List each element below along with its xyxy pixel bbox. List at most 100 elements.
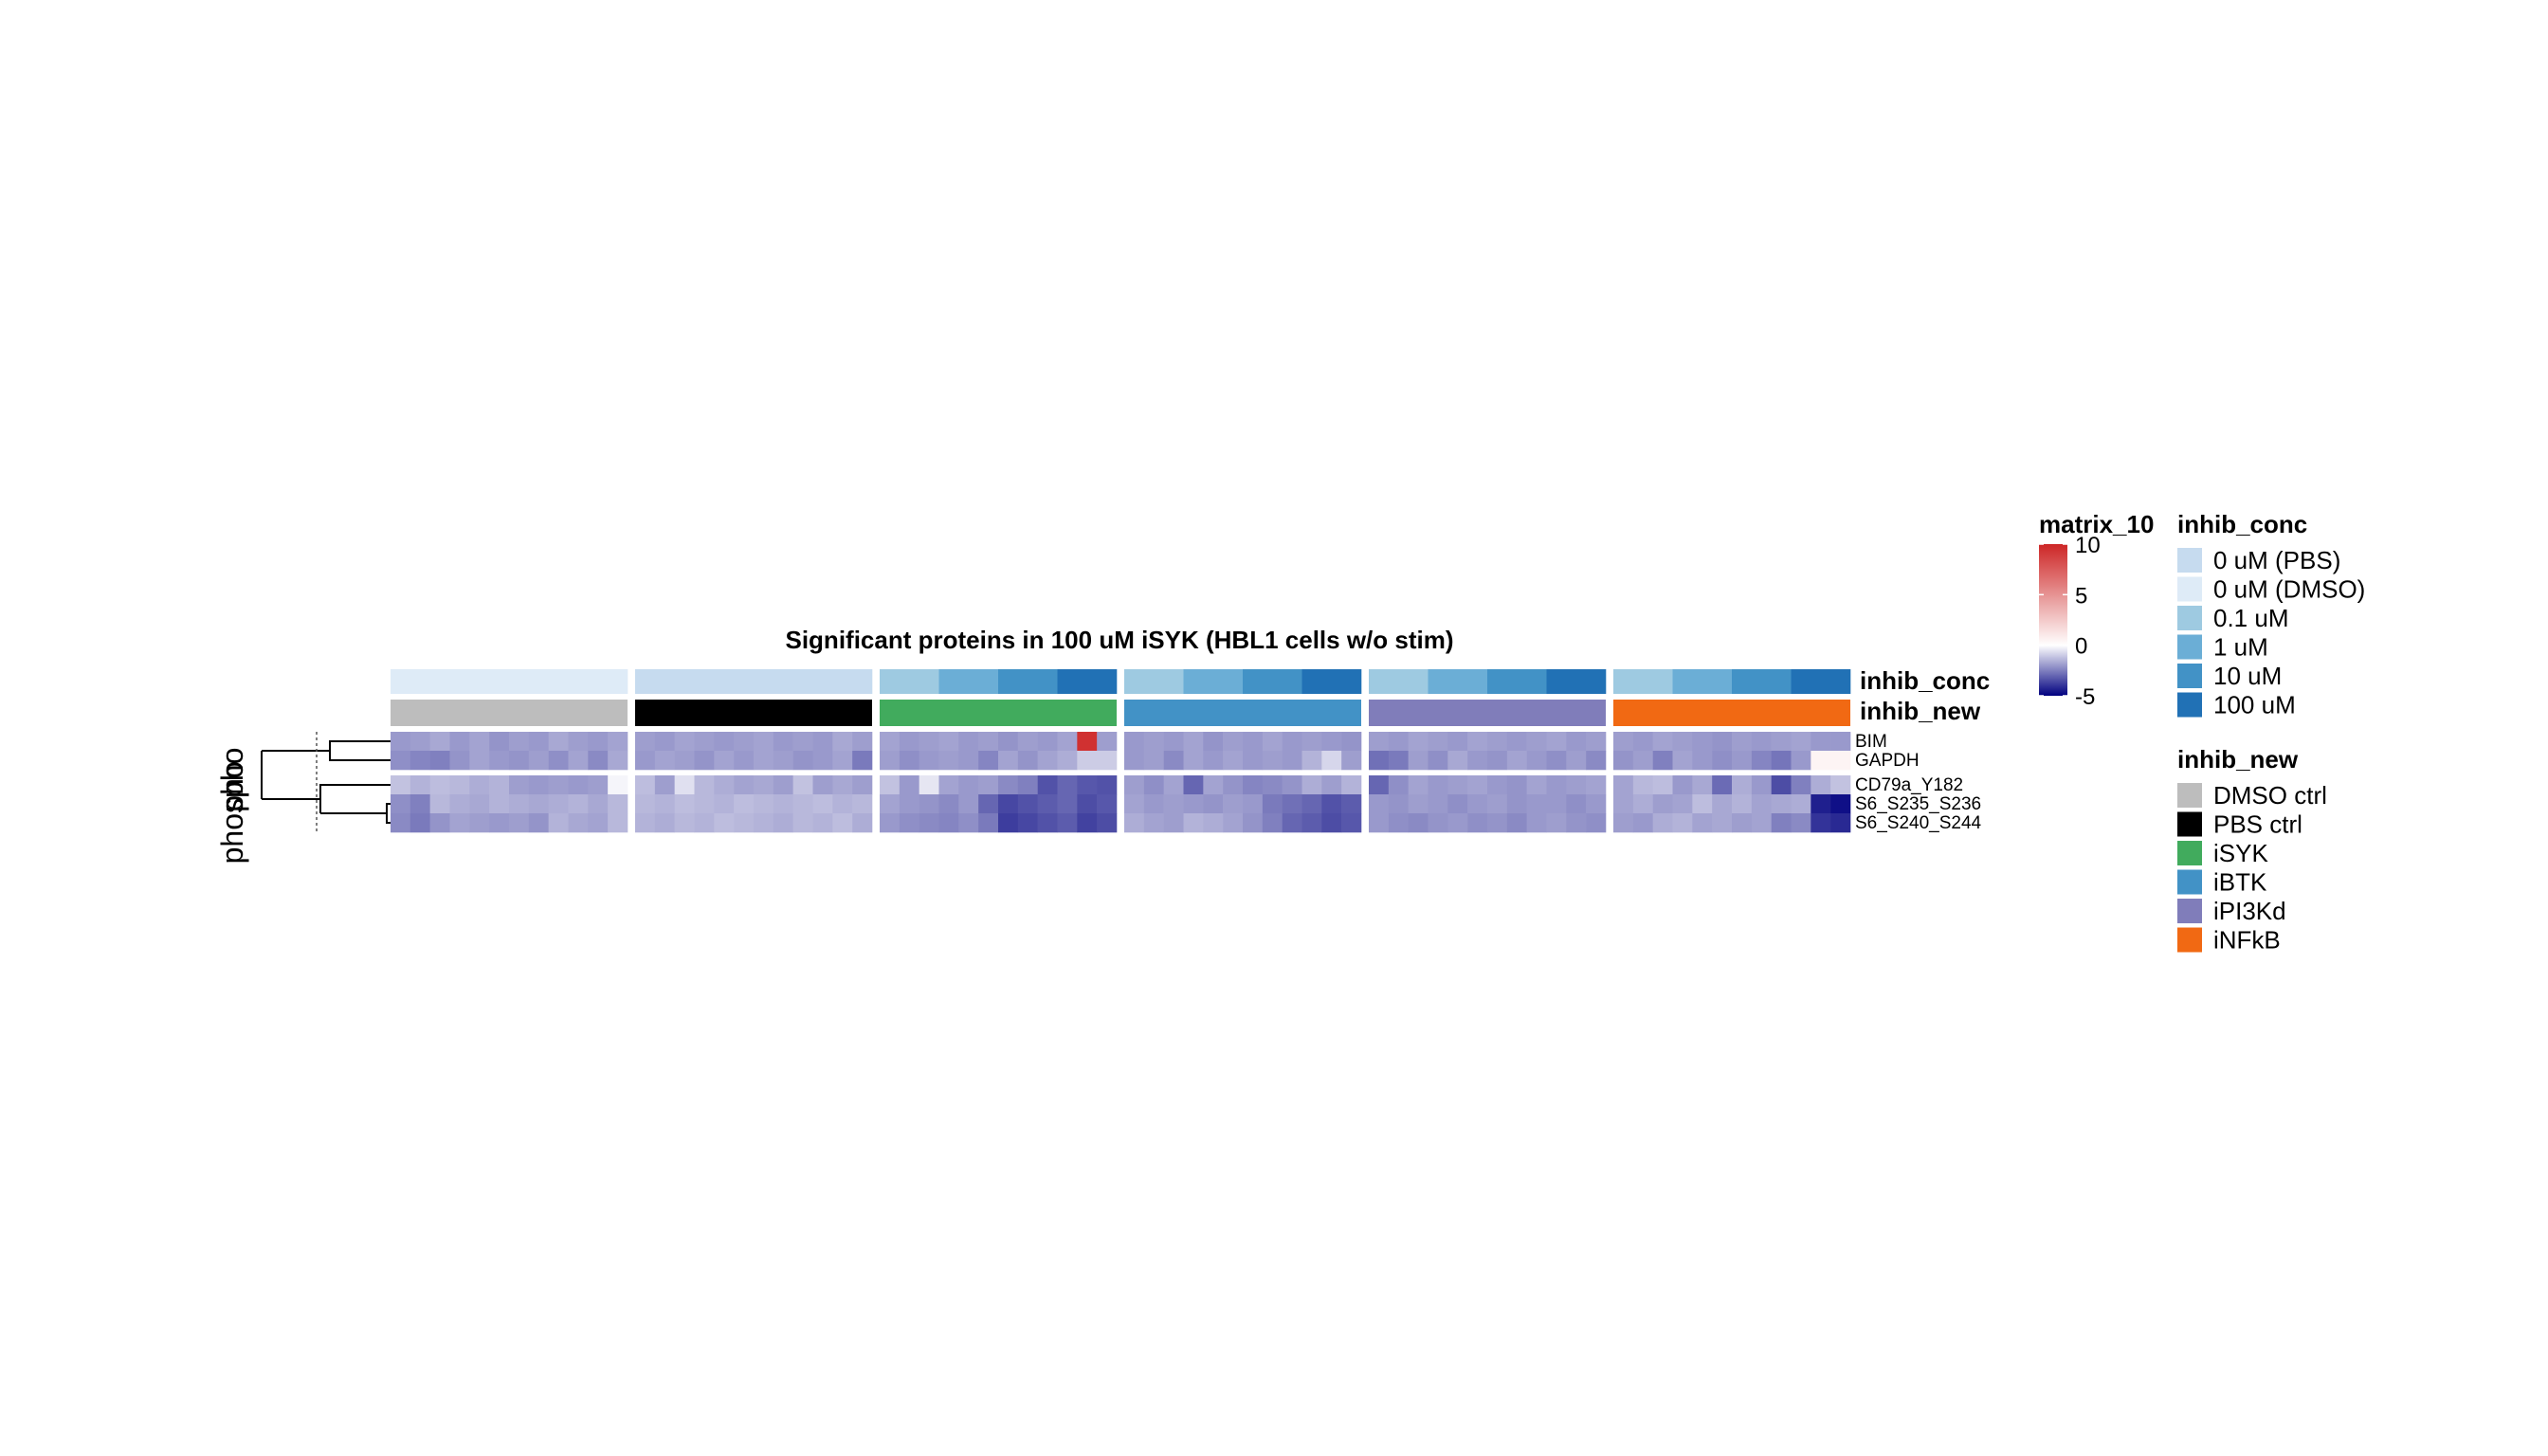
heatmap-cell-s6-s235-s236-infkb-2 — [1632, 794, 1653, 814]
heatmap-cell-gapdh-isyk-3 — [919, 751, 939, 771]
heatmap-cell-bim-pbs-ctrl-12 — [852, 732, 873, 752]
heatmap-cell-s6-s235-s236-infkb-10 — [1791, 794, 1811, 814]
heatmap-cell-bim-pbs-ctrl-10 — [812, 732, 833, 752]
heatmap-cell-s6-s240-s244-isyk-5 — [958, 813, 979, 833]
heatmap-cell-bim-isyk-2 — [899, 732, 919, 752]
heatmap-cell-cd79a-y182-pbs-ctrl-5 — [714, 775, 735, 795]
heatmap-cell-cd79a-y182-dmso-ctrl-1 — [391, 775, 411, 795]
heatmap-cell-gapdh-dmso-ctrl-11 — [588, 751, 609, 771]
heatmap-cell-bim-isyk-8 — [1017, 732, 1038, 752]
heatmap-cell-gapdh-isyk-5 — [958, 751, 979, 771]
heatmap-cell-cd79a-y182-infkb-9 — [1771, 775, 1792, 795]
row-split-label-pho: pho — [215, 761, 249, 811]
heatmap-cell-s6-s240-s244-infkb-5 — [1692, 813, 1713, 833]
heatmap-cell-s6-s240-s244-pbs-ctrl-2 — [654, 813, 675, 833]
heatmap-cell-bim-dmso-ctrl-12 — [608, 732, 628, 752]
heatmap-cell-cd79a-y182-ipi3kd-5 — [1447, 775, 1468, 795]
heatmap-cell-s6-s240-s244-ipi3kd-12 — [1586, 813, 1607, 833]
heatmap-cell-s6-s240-s244-dmso-ctrl-1 — [391, 813, 411, 833]
row-label-gapdh: GAPDH — [1855, 751, 1920, 771]
heatmap-cell-s6-s235-s236-isyk-9 — [1037, 794, 1058, 814]
heatmap-cell-bim-pbs-ctrl-2 — [654, 732, 675, 752]
heatmap-cell-s6-s235-s236-pbs-ctrl-8 — [773, 794, 793, 814]
heatmap-cell-cd79a-y182-infkb-4 — [1672, 775, 1693, 795]
heatmap-cell-bim-pbs-ctrl-9 — [792, 732, 813, 752]
heatmap-cell-cd79a-y182-isyk-12 — [1097, 775, 1118, 795]
heatmap-cell-bim-infkb-7 — [1732, 732, 1753, 752]
heatmap-cell-bim-infkb-4 — [1672, 732, 1693, 752]
heatmap-cell-cd79a-y182-isyk-3 — [919, 775, 939, 795]
heatmap-cell-s6-s240-s244-ipi3kd-6 — [1467, 813, 1488, 833]
heatmap-cell-s6-s240-s244-infkb-1 — [1613, 813, 1634, 833]
heatmap-cell-s6-s235-s236-pbs-ctrl-5 — [714, 794, 735, 814]
heatmap-cell-cd79a-y182-dmso-ctrl-9 — [548, 775, 569, 795]
heatmap-cell-cd79a-y182-pbs-ctrl-11 — [832, 775, 853, 795]
heatmap-cell-cd79a-y182-pbs-ctrl-9 — [792, 775, 813, 795]
heatmap-cell-s6-s235-s236-ipi3kd-5 — [1447, 794, 1468, 814]
heatmap-cell-s6-s235-s236-infkb-12 — [1830, 794, 1851, 814]
heatmap-cell-cd79a-y182-infkb-12 — [1830, 775, 1851, 795]
heatmap-cell-cd79a-y182-isyk-4 — [938, 775, 959, 795]
heatmap-cell-gapdh-dmso-ctrl-3 — [429, 751, 450, 771]
heatmap-cell-gapdh-ibtk-10 — [1301, 751, 1322, 771]
row-label-s6-s235-s236: S6_S235_S236 — [1855, 794, 1981, 814]
inhib-conc-annotation-label: inhib_conc — [1860, 666, 1990, 695]
heatmap-cell-bim-ibtk-11 — [1321, 732, 1342, 752]
heatmap-cell-gapdh-ipi3kd-11 — [1566, 751, 1587, 771]
heatmap-cell-gapdh-ibtk-11 — [1321, 751, 1342, 771]
legend-swatch-isyk — [2177, 841, 2202, 865]
inhib-new-legend-title: inhib_new — [2177, 745, 2299, 774]
heatmap-cell-gapdh-dmso-ctrl-8 — [528, 751, 549, 771]
heatmap-cell-s6-s235-s236-infkb-1 — [1613, 794, 1634, 814]
legend-label-isyk: iSYK — [2213, 839, 2268, 867]
heatmap-cell-gapdh-dmso-ctrl-7 — [509, 751, 530, 771]
legend-label-ibtk: iBTK — [2213, 868, 2267, 897]
heatmap-cell-s6-s240-s244-dmso-ctrl-10 — [568, 813, 589, 833]
heatmap-cell-s6-s240-s244-pbs-ctrl-8 — [773, 813, 793, 833]
heatmap-cell-bim-infkb-10 — [1791, 732, 1811, 752]
heatmap-cell-cd79a-y182-ibtk-7 — [1243, 775, 1264, 795]
inhib-conc-legend-title: inhib_conc — [2177, 510, 2307, 538]
heatmap-cell-gapdh-ipi3kd-5 — [1447, 751, 1468, 771]
heatmap-cell-gapdh-isyk-4 — [938, 751, 959, 771]
legend-label-10-um: 10 uM — [2213, 662, 2282, 690]
heatmap-cell-s6-s235-s236-ibtk-3 — [1163, 794, 1184, 814]
heatmap-cell-s6-s240-s244-isyk-9 — [1037, 813, 1058, 833]
heatmap-cell-gapdh-pbs-ctrl-5 — [714, 751, 735, 771]
heatmap-cell-s6-s240-s244-ipi3kd-3 — [1408, 813, 1429, 833]
heatmap-cell-gapdh-isyk-2 — [899, 751, 919, 771]
heatmap-cell-s6-s240-s244-ibtk-10 — [1301, 813, 1322, 833]
heatmap-cell-s6-s240-s244-ipi3kd-2 — [1388, 813, 1409, 833]
heatmap-cell-gapdh-ibtk-1 — [1124, 751, 1145, 771]
heatmap-cell-bim-isyk-11 — [1077, 732, 1098, 752]
heatmap-cell-s6-s235-s236-pbs-ctrl-6 — [734, 794, 755, 814]
heatmap-cell-cd79a-y182-ipi3kd-10 — [1546, 775, 1567, 795]
heatmap-cell-cd79a-y182-dmso-ctrl-11 — [588, 775, 609, 795]
heatmap-cell-cd79a-y182-dmso-ctrl-8 — [528, 775, 549, 795]
legend-swatch-dmso-ctrl — [2177, 783, 2202, 808]
inhib-conc-cell-dmso-ctrl-0-um-dmso — [391, 669, 628, 694]
heatmap-cell-gapdh-pbs-ctrl-2 — [654, 751, 675, 771]
heatmap-cell-cd79a-y182-infkb-8 — [1751, 775, 1772, 795]
heatmap-cell-s6-s240-s244-isyk-12 — [1097, 813, 1118, 833]
legend-label-0-um-pbs: 0 uM (PBS) — [2213, 546, 2340, 574]
heatmap-cell-gapdh-isyk-12 — [1097, 751, 1118, 771]
legend-label-infkb: iNFkB — [2213, 926, 2281, 955]
legend-label-100-um: 100 uM — [2213, 691, 2296, 719]
heatmap-cell-s6-s240-s244-ipi3kd-8 — [1506, 813, 1527, 833]
heatmap-cell-bim-pbs-ctrl-5 — [714, 732, 735, 752]
heatmap-cell-s6-s235-s236-ibtk-5 — [1203, 794, 1224, 814]
heatmap-cell-s6-s240-s244-infkb-4 — [1672, 813, 1693, 833]
heatmap-cell-gapdh-infkb-4 — [1672, 751, 1693, 771]
heatmap-cell-s6-s235-s236-pbs-ctrl-2 — [654, 794, 675, 814]
heatmap-cell-s6-s240-s244-ibtk-4 — [1183, 813, 1204, 833]
heatmap-cell-cd79a-y182-dmso-ctrl-2 — [410, 775, 430, 795]
heatmap-cell-bim-dmso-ctrl-9 — [548, 732, 569, 752]
heatmap-cell-s6-s235-s236-ipi3kd-10 — [1546, 794, 1567, 814]
heatmap-cell-s6-s240-s244-isyk-8 — [1017, 813, 1038, 833]
inhib-conc-cell-ipi3kd-100-um — [1546, 669, 1607, 694]
heatmap-cell-gapdh-ipi3kd-3 — [1408, 751, 1429, 771]
heatmap-cell-bim-ibtk-12 — [1341, 732, 1362, 752]
heatmap-cell-cd79a-y182-isyk-6 — [978, 775, 999, 795]
legend-swatch-infkb — [2177, 927, 2202, 953]
